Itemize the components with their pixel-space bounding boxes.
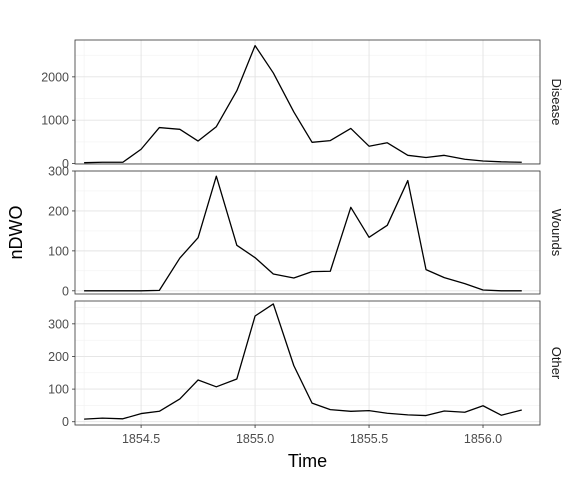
x-tick-label: 1855.5: [350, 432, 388, 446]
x-tick-label: 1854.5: [122, 432, 160, 446]
y-tick-label: 100: [48, 244, 69, 258]
y-tick-label: 0: [62, 415, 69, 429]
panel-other: 0 100 200 300 Other: [48, 300, 564, 429]
x-axis-title: Time: [288, 451, 327, 471]
y-tick-label: 0: [62, 284, 69, 298]
y-tick-label: 100: [48, 383, 69, 397]
panel-border: [74, 300, 541, 426]
x-tick-label: 1855.0: [236, 432, 274, 446]
y-tick-label: 300: [48, 317, 69, 331]
facet-label-other: Other: [549, 347, 564, 380]
facet-panels: 0 1000 2000 Disease 0 100 200 300 Wounds 0 100 200 3…: [41, 39, 564, 429]
series-line-other: [84, 303, 522, 420]
facet-label-wounds: Wounds: [549, 209, 564, 257]
y-tick-label: 1000: [41, 114, 69, 128]
series-line-wounds: [84, 175, 522, 292]
panel-disease: 0 1000 2000 Disease: [41, 39, 564, 171]
y-tick-label: 2000: [41, 70, 69, 84]
y-tick-label: 0: [62, 157, 69, 171]
y-tick-label: 200: [48, 204, 69, 218]
panel-wounds: 0 100 200 300 Wounds: [48, 165, 564, 299]
y-tick-label: 200: [48, 350, 69, 364]
x-tick-label: 1856.0: [464, 432, 502, 446]
y-axis-title: nDWO: [6, 206, 26, 260]
series-line-disease: [84, 44, 522, 164]
panel-border: [74, 170, 541, 295]
panel-border: [74, 39, 541, 165]
x-axis: 1854.5 1855.0 1855.5 1856.0: [122, 425, 502, 446]
facet-label-disease: Disease: [549, 79, 564, 126]
y-tick-label: 300: [48, 165, 69, 179]
